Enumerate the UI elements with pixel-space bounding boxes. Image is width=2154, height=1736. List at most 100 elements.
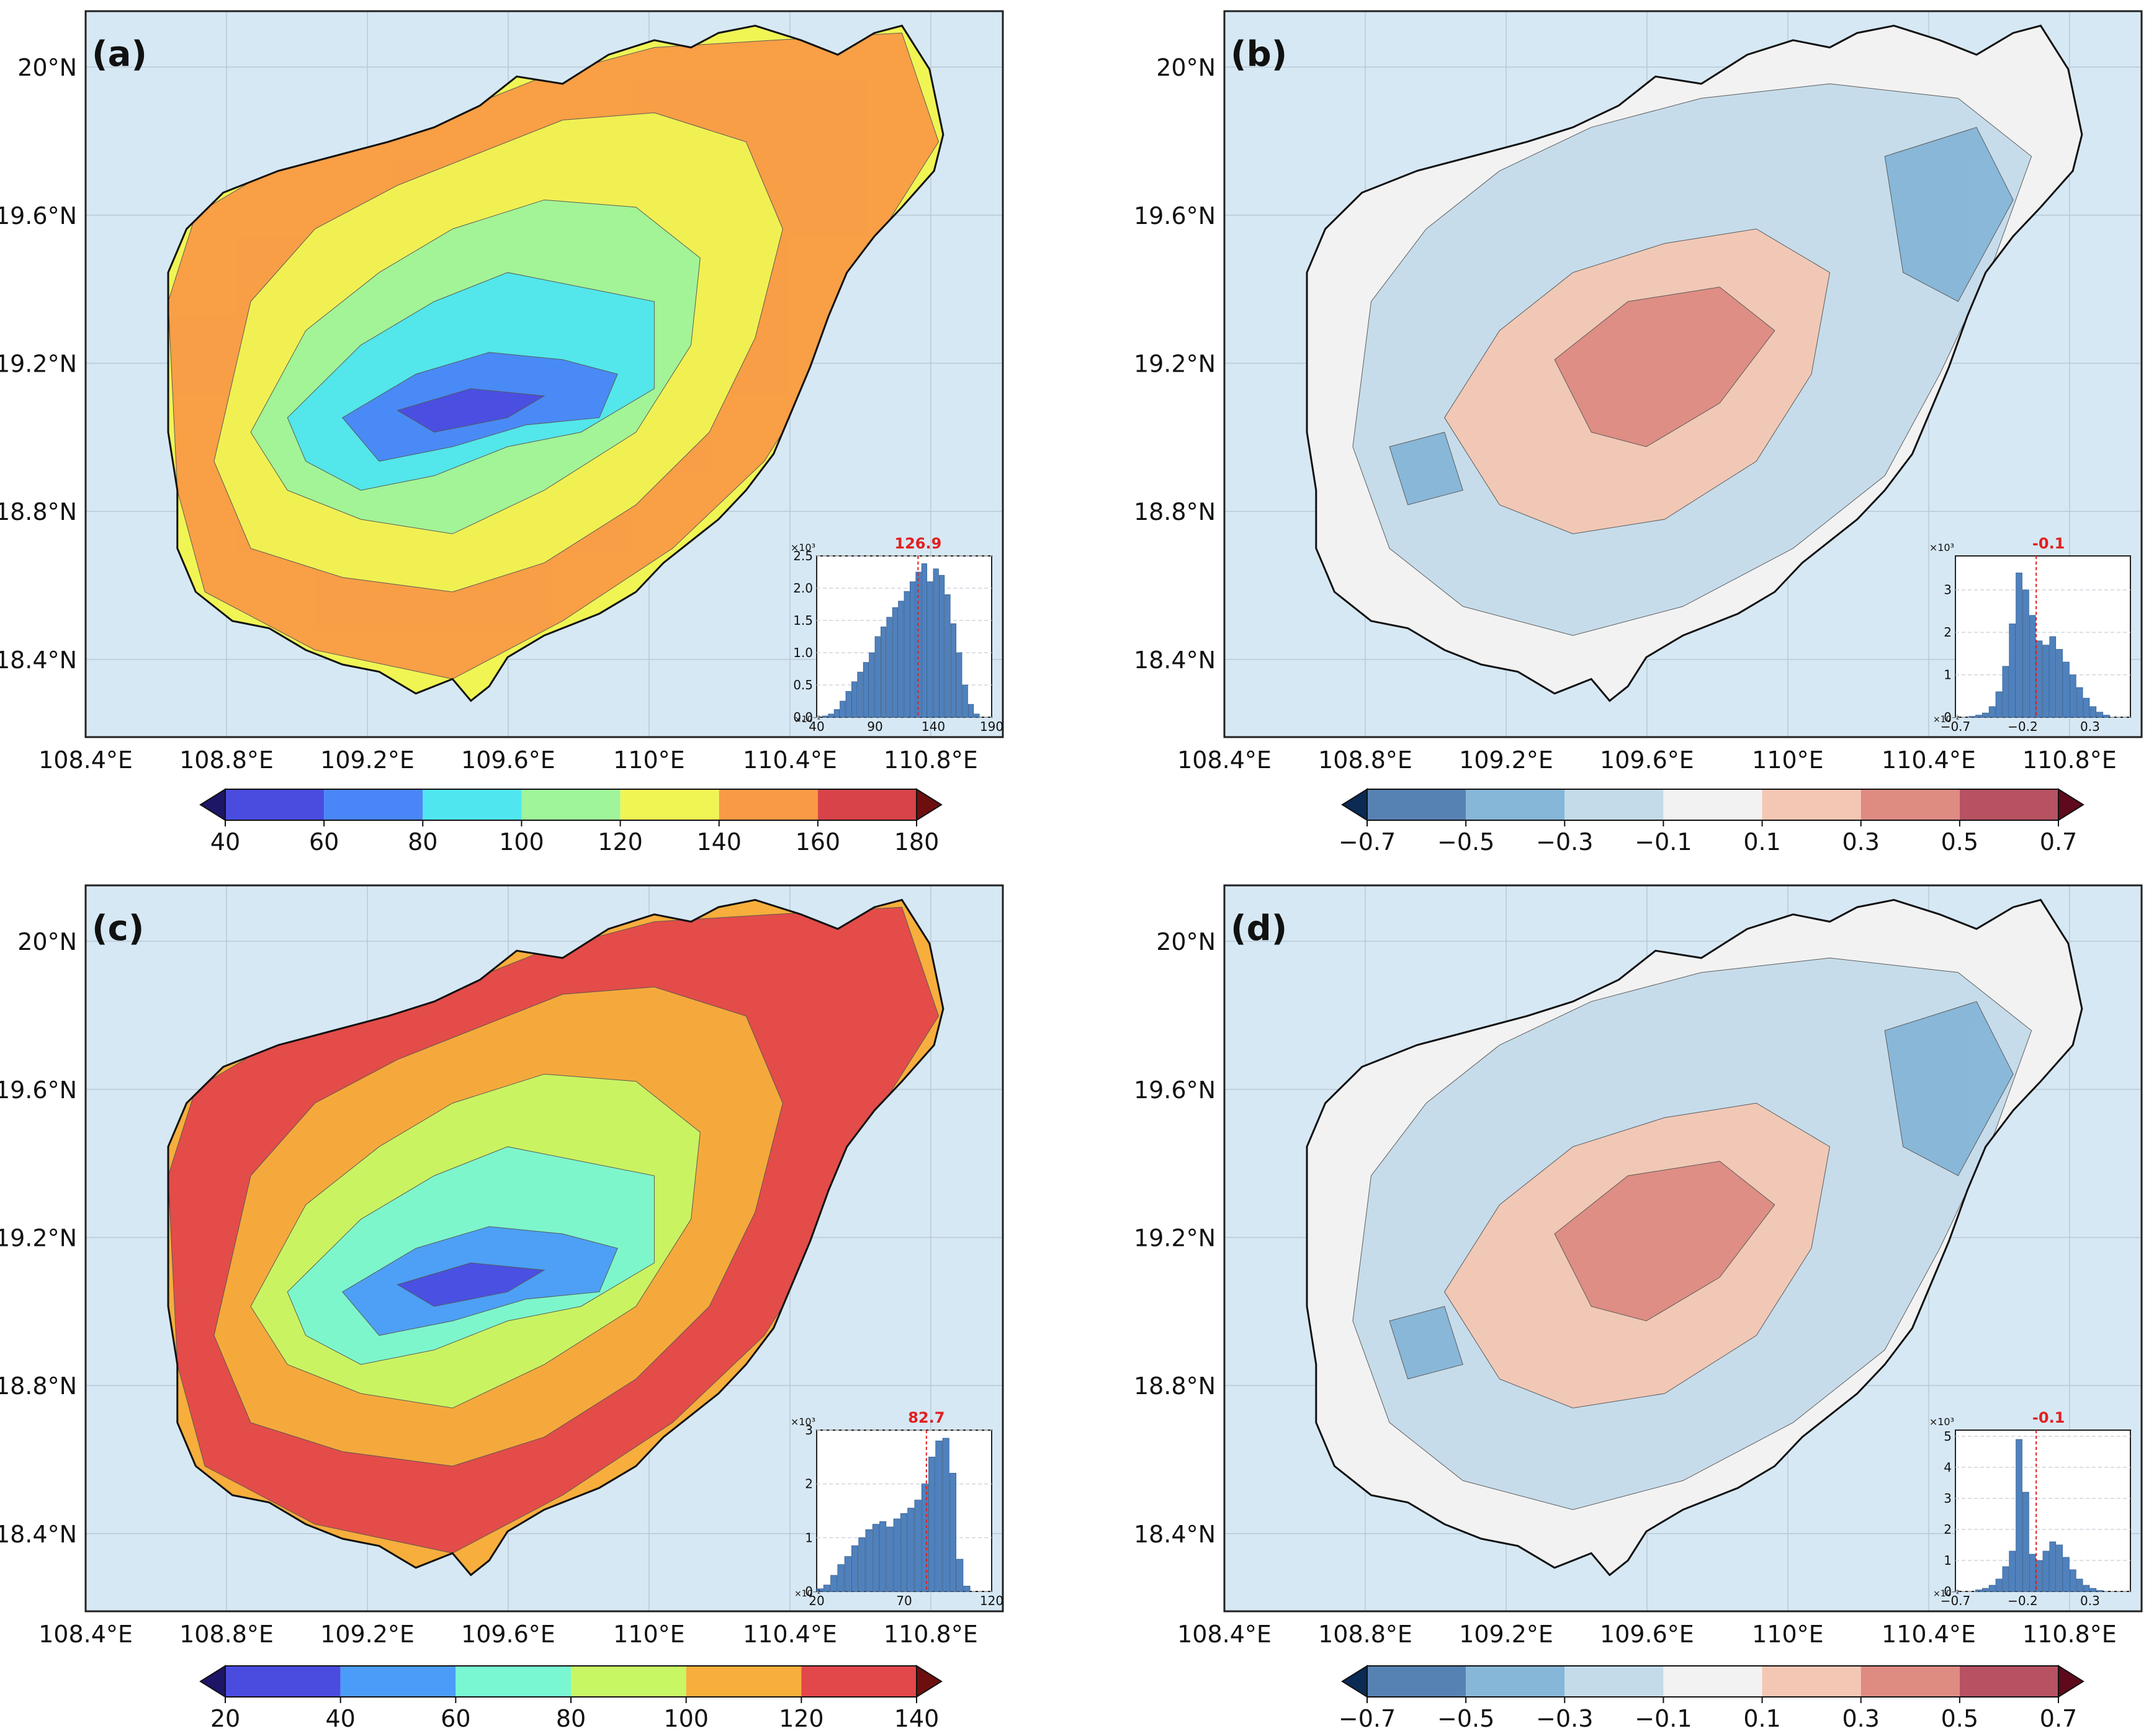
inset-y-tick-label: 1.0 — [793, 645, 813, 660]
histogram-bar — [822, 715, 828, 718]
inset-y-multiplier: ×10³ — [791, 1416, 815, 1428]
histogram-bar — [2076, 1578, 2083, 1592]
lon-label: 110.4°E — [1882, 746, 1976, 774]
histogram-bar — [898, 601, 904, 718]
inset-x-tick-label: 0.3 — [2080, 719, 2100, 734]
field-layers — [1352, 957, 2032, 1510]
colorbar-extend-high — [916, 1665, 943, 1698]
lat-label: 20°N — [17, 928, 77, 955]
lon-label: 110°E — [1752, 1621, 1824, 1648]
histogram-bar — [904, 591, 910, 718]
histogram-bar — [879, 1521, 887, 1592]
lat-label: 19.2°N — [0, 1224, 77, 1251]
histogram-bar — [886, 1526, 894, 1592]
histogram-bar — [863, 662, 869, 718]
mean-label: -0.1 — [2032, 1409, 2065, 1426]
histogram-bar — [2083, 697, 2090, 718]
lat-label: 19.2°N — [1134, 350, 1216, 377]
inset-x-multiplier: ×10⁻² — [794, 1589, 821, 1599]
histogram-bar — [844, 1556, 851, 1592]
colorbar-tick-label: 60 — [441, 1705, 470, 1732]
lat-label: 18.4°N — [0, 1521, 77, 1548]
histogram-bar — [816, 1588, 823, 1592]
lon-label: 108.4°E — [1177, 746, 1272, 774]
colorbar-tick-label: 120 — [598, 828, 643, 856]
histogram-bar — [845, 691, 851, 718]
histogram-bar — [886, 617, 892, 718]
colorbar-tick-label: −0.7 — [1339, 1705, 1396, 1732]
colorbar-tick-label: −0.5 — [1437, 828, 1494, 856]
inset-frame — [1955, 1430, 2131, 1592]
colorbar-extend-low — [199, 1665, 226, 1698]
colorbar-tick-label: −0.3 — [1536, 1705, 1593, 1732]
histogram-bar — [2069, 674, 2076, 718]
lon-label: 108.4°E — [38, 1621, 133, 1648]
histogram-bar — [1995, 1578, 2003, 1592]
histogram-bar — [2042, 645, 2050, 718]
histogram-bar — [1988, 1585, 1996, 1592]
histogram-bar — [865, 1529, 873, 1592]
histogram-bar — [872, 1524, 879, 1592]
inset-y-tick-label: 0.5 — [793, 678, 813, 692]
histogram-bar — [1975, 715, 1982, 718]
lon-label: 109.6°E — [1600, 746, 1694, 774]
colorbar-tick-label: 80 — [556, 1705, 586, 1732]
colorbar-segment — [1367, 1666, 1466, 1697]
colorbar-extend-high — [2058, 1665, 2084, 1698]
histogram-bar — [921, 563, 927, 718]
histogram-bar — [2009, 624, 2016, 718]
colorbar-tick-label: 0.1 — [1743, 828, 1780, 856]
colorbar-tick-label: 120 — [779, 1705, 824, 1732]
histogram-bar — [935, 1440, 943, 1592]
lon-label: 109.6°E — [461, 1621, 555, 1648]
histogram-bar — [2029, 1554, 2036, 1592]
field-layers — [168, 32, 940, 679]
lon-label: 109.2°E — [320, 1621, 415, 1648]
lat-label: 20°N — [1156, 928, 1216, 955]
lon-label: 110.4°E — [743, 1621, 837, 1648]
histogram-bar — [2042, 1550, 2050, 1592]
histogram-bar — [942, 1438, 949, 1592]
histogram-bar — [963, 1585, 971, 1592]
histogram-bar — [949, 1472, 956, 1592]
colorbar-segment — [1959, 789, 2058, 820]
inset-y-tick-label: 1.5 — [793, 613, 813, 628]
histogram-bar — [2029, 615, 2036, 718]
lon-label: 109.6°E — [1600, 1621, 1694, 1648]
histogram-bar — [900, 1513, 908, 1592]
histogram-bar — [2035, 640, 2043, 718]
lat-label: 19.6°N — [1134, 202, 1216, 230]
inset-x-tick-label: 120 — [980, 1593, 1003, 1608]
colorbar: −0.7 −0.5 −0.3 −0.1 0.1 0.3 0.5 0.7 — [1339, 1665, 2084, 1732]
colorbar-segment — [1466, 789, 1565, 820]
contour-region — [397, 388, 545, 433]
inset-y-tick-label: 2 — [805, 1477, 813, 1492]
lon-label: 110.8°E — [884, 1621, 978, 1648]
colorbar-segment — [324, 789, 423, 820]
histogram-bar — [830, 1575, 838, 1592]
histogram-bar — [869, 652, 875, 718]
histogram-bar — [1988, 706, 1996, 718]
histogram-bar — [881, 627, 887, 718]
colorbar-tick-label: 140 — [696, 828, 742, 856]
histogram-bar — [2056, 1544, 2063, 1592]
histogram-bar — [907, 1508, 915, 1592]
panel-frame — [84, 884, 1004, 1613]
colorbar-extend-high — [2058, 788, 2084, 821]
lat-label: 18.8°N — [0, 1372, 77, 1400]
lat-label: 18.4°N — [0, 647, 77, 674]
lat-label: 18.4°N — [1134, 1521, 1216, 1548]
histogram-bar — [945, 594, 951, 718]
histogram-bar — [2103, 715, 2110, 718]
lon-label: 108.8°E — [1318, 1621, 1412, 1648]
colorbar-segment — [1860, 789, 1960, 820]
lon-label: 110.4°E — [1882, 1621, 1976, 1648]
histogram-bar — [1975, 1590, 1982, 1592]
colorbar-tick-label: −0.7 — [1339, 828, 1396, 856]
coastline — [167, 24, 945, 702]
histogram-bar — [2002, 1566, 2009, 1592]
lon-label: 110.8°E — [2022, 1621, 2117, 1648]
lat-label: 19.6°N — [0, 202, 77, 230]
panel-label: (b) — [1231, 34, 1287, 74]
